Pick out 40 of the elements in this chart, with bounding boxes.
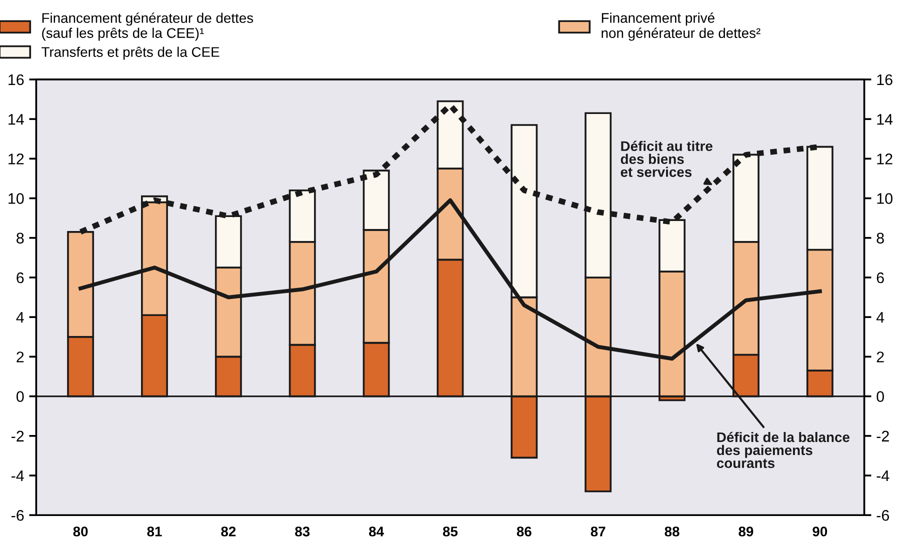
x-tick-label: 89 [738, 526, 754, 536]
y2-tick-label: -6 [876, 510, 889, 521]
y-tick-label: 2 [16, 352, 24, 362]
y2-tick-label: 2 [876, 352, 884, 362]
y2-tick-label: 8 [876, 232, 884, 244]
x-tick-label: 84 [369, 526, 384, 536]
y2-tick-label: 16 [877, 74, 892, 86]
text: Déficit de la balance des paiements courants [716, 432, 850, 468]
y-tick-label: 8 [16, 232, 24, 244]
y-tick-label: 14 [8, 114, 24, 125]
y-tick-label: 12 [8, 154, 24, 164]
y-tick-label: 16 [8, 74, 24, 86]
y2-tick-label: 12 [877, 154, 892, 164]
y-tick-label: 10 [8, 193, 24, 204]
series-label: Déficit au titre des biens et services [620, 140, 712, 177]
x-tick-label: 82 [221, 526, 236, 536]
x-tick-label: 87 [590, 526, 606, 536]
y2-tick-label: -4 [876, 470, 890, 482]
legend-label: Financement privé non générateur de dettes² [602, 12, 760, 41]
legend-label: Transferts et prêts de la CEE [42, 46, 220, 60]
x-tick-label: 83 [295, 526, 310, 536]
y-tick-label: 4 [16, 312, 24, 323]
y2-tick-label: 0 [876, 391, 884, 402]
x-tick-label: 81 [147, 526, 162, 536]
y2-tick-label: 4 [876, 312, 884, 323]
y2-tick-label: 10 [877, 193, 892, 204]
y2-tick-label: 6 [876, 272, 884, 284]
y2-tick-label: -2 [876, 430, 889, 442]
y2-tick-label: 14 [877, 114, 893, 125]
legend-label: Financement générateur de dettes (sauf les prêts de la CEE)¹ [42, 12, 254, 41]
x-tick-label: 85 [442, 526, 458, 536]
y-tick-label: 6 [16, 272, 24, 284]
x-tick-label: 80 [73, 526, 88, 536]
y-tick-label: 0 [16, 391, 24, 402]
y-tick-label: -4 [11, 470, 24, 482]
x-tick-label: 86 [516, 526, 532, 536]
y-tick-label: -2 [11, 430, 24, 442]
x-tick-label: 88 [664, 526, 680, 536]
x-tick-label: 90 [812, 526, 828, 536]
y-tick-label: -6 [11, 510, 24, 521]
